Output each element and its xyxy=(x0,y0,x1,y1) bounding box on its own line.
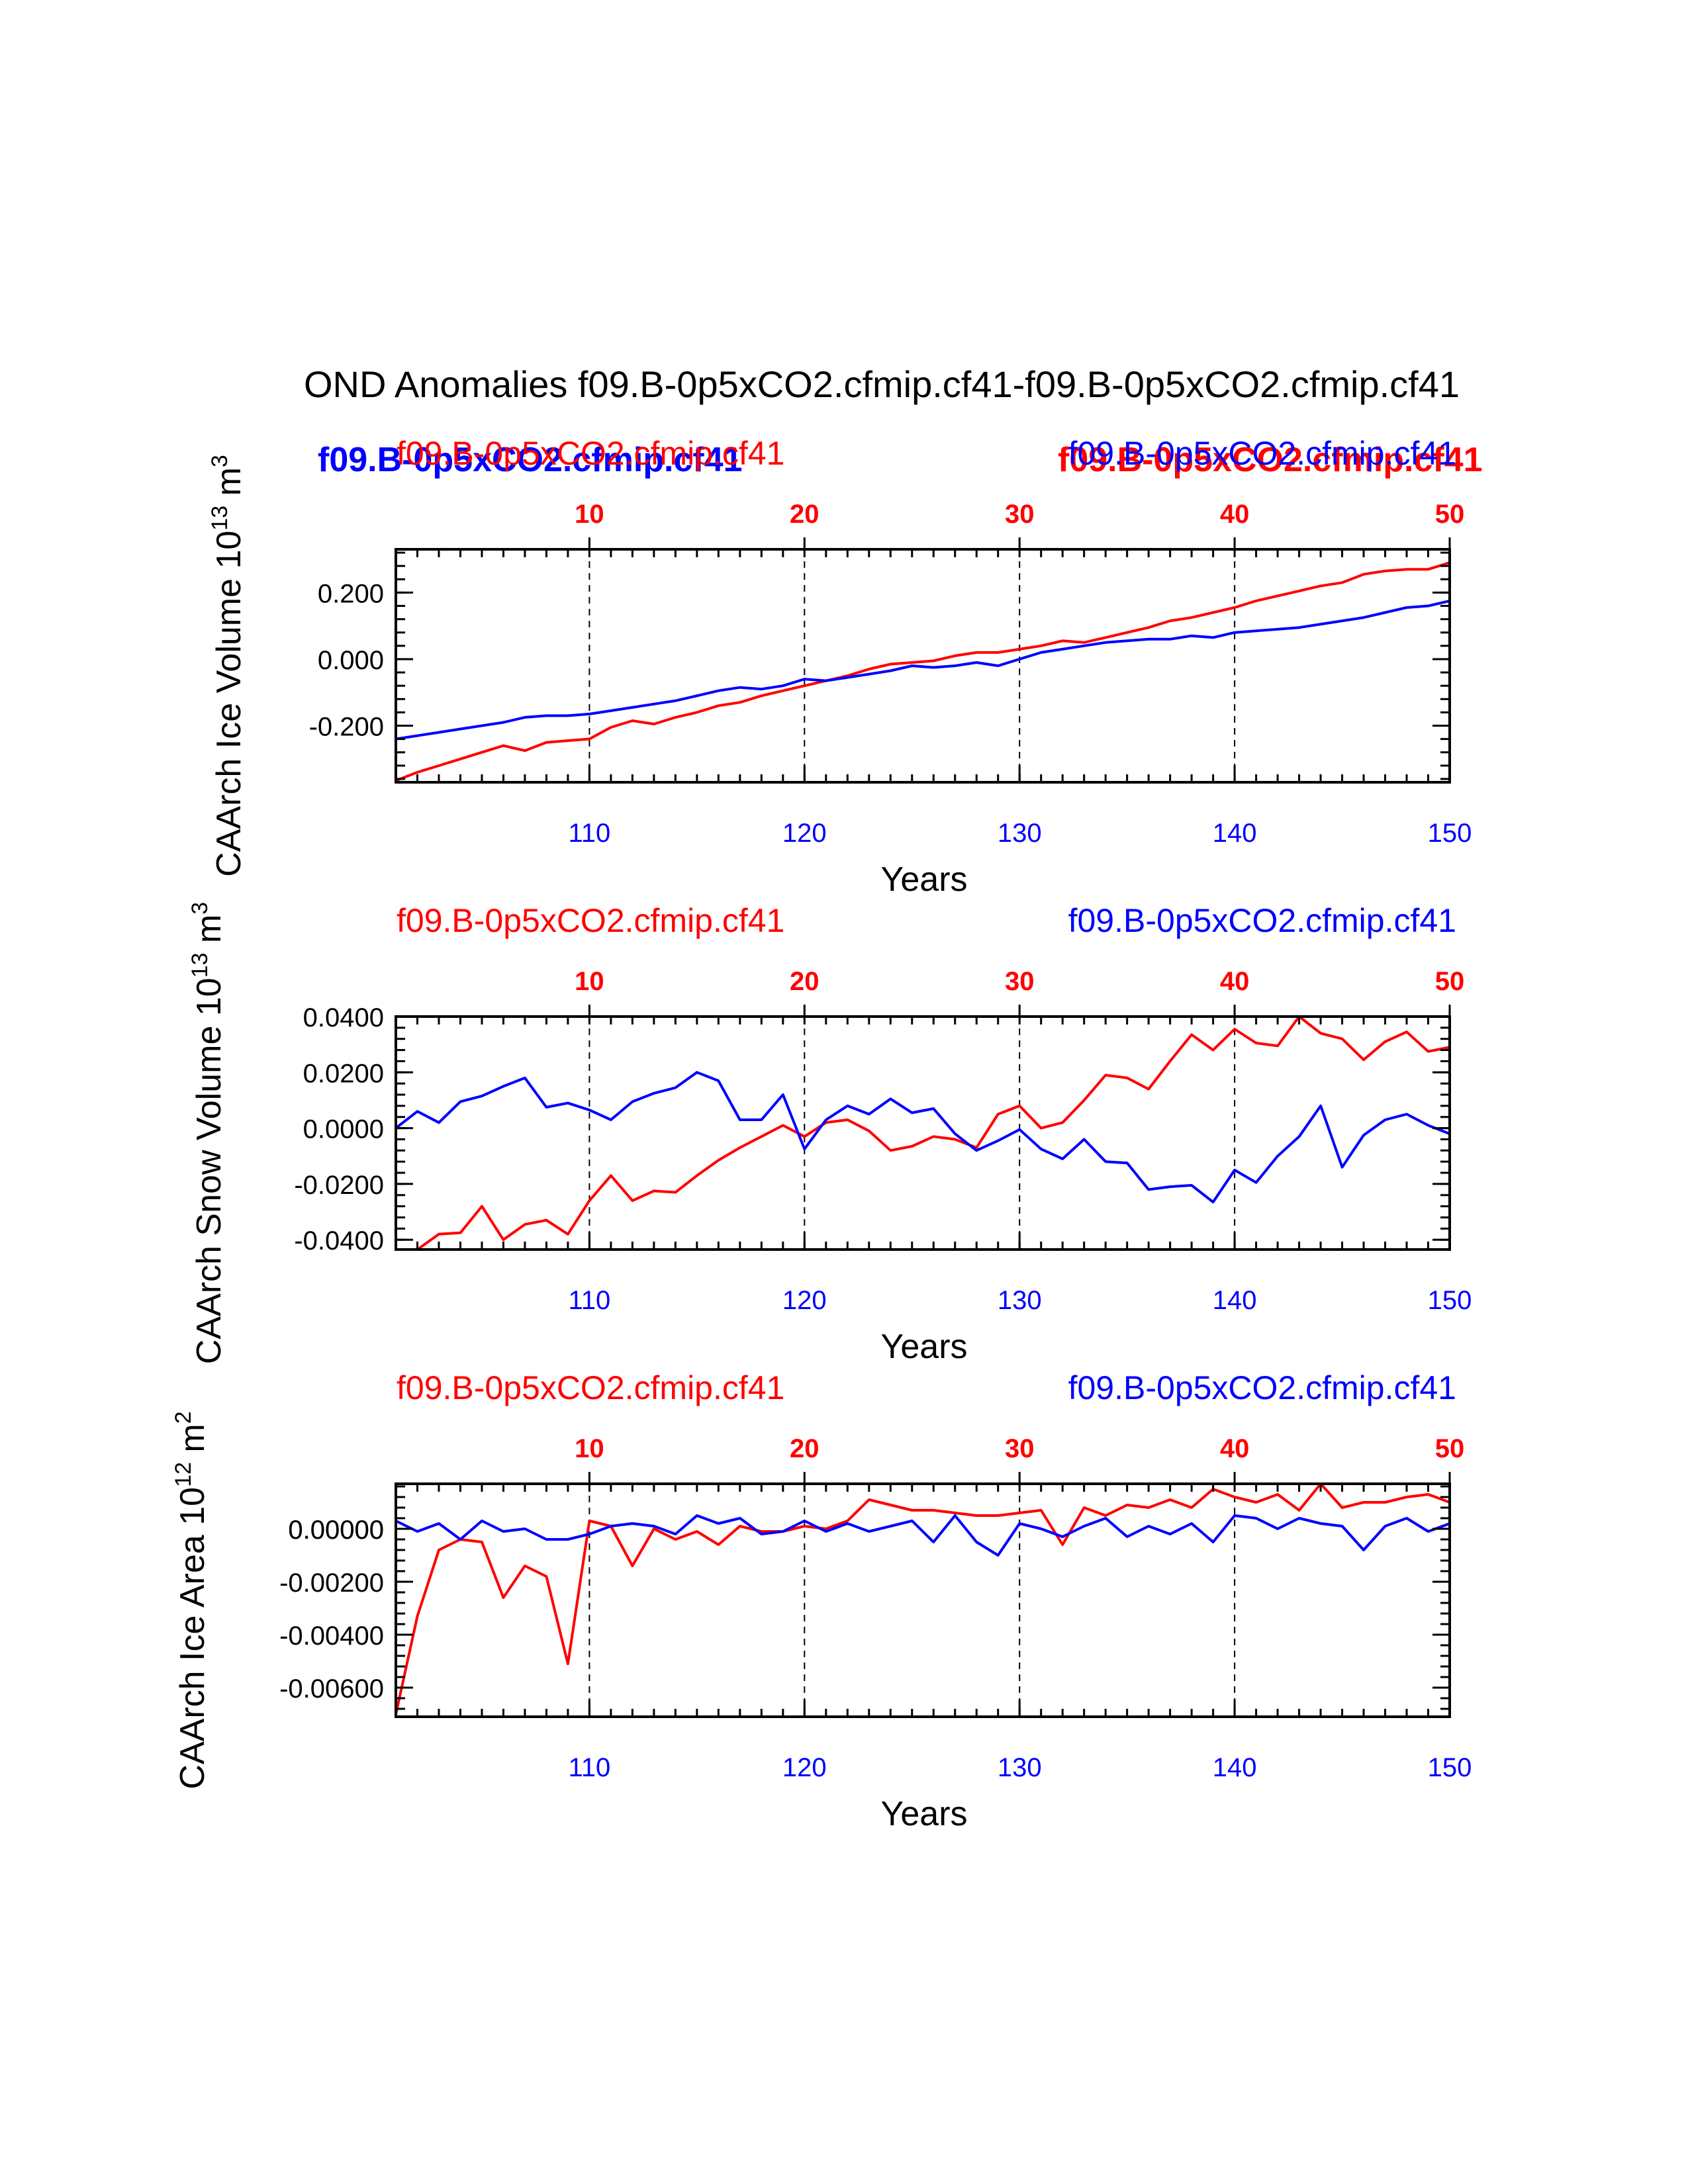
top-tick-label: 20 xyxy=(790,967,820,996)
bottom-tick-label: 130 xyxy=(998,1753,1042,1782)
top-tick-label: 10 xyxy=(575,500,604,529)
bottom-tick-label: 150 xyxy=(1428,1286,1472,1315)
top-tick-label: 50 xyxy=(1435,500,1465,529)
panel-ice-volume: -0.200 0.000 0.200 110 120 130 140 150 10 20 30 40 5… xyxy=(207,435,1472,899)
top-tick-label: 40 xyxy=(1220,1434,1250,1463)
y-axis-title-superscript: 2 xyxy=(171,1411,196,1424)
bottom-tick-label: 120 xyxy=(782,1753,827,1782)
bottom-tick-label: 130 xyxy=(998,1286,1042,1315)
y-axis-title-superscript: 13 xyxy=(207,506,232,531)
top-tick-label: 40 xyxy=(1220,967,1250,996)
bottom-tick-label: 110 xyxy=(569,1753,611,1782)
top-left-dataset-label: f09.B-0p5xCO2.cfmip.cf41 xyxy=(397,902,784,939)
bottom-tick-label: 110 xyxy=(569,819,611,848)
plot-frame xyxy=(395,548,1451,784)
y-tick-label: -0.0400 xyxy=(294,1226,384,1255)
figure-title: OND Anomalies f09.B-0p5xCO2.cfmip.cf41-f… xyxy=(304,363,1460,405)
series-line-red xyxy=(396,1015,1450,1251)
y-axis-title-part: m xyxy=(190,915,228,953)
y-axis-title-superscript: 12 xyxy=(171,1462,196,1487)
series-line-red xyxy=(395,1482,1450,1715)
y-tick-label: 0.0200 xyxy=(303,1059,384,1088)
y-tick-label: 0.200 xyxy=(318,579,384,608)
panel-snow-volume: -0.0400 -0.0200 0.0000 0.0200 0.0400 110 120 13… xyxy=(187,902,1472,1366)
y-axis-title-part: CAArch Snow Volume 10 xyxy=(190,978,228,1364)
y-tick-label: -0.200 xyxy=(309,713,384,742)
bottom-tick-label: 120 xyxy=(782,1286,827,1315)
bottom-tick-label: 120 xyxy=(782,819,827,848)
y-tick-label: 0.00000 xyxy=(288,1516,384,1545)
y-axis-title-superscript: 13 xyxy=(187,953,212,978)
bottom-tick-label: 130 xyxy=(998,819,1042,848)
bottom-tick-label: 110 xyxy=(569,1286,611,1315)
series-line-red xyxy=(395,561,1450,782)
top-tick-label: 10 xyxy=(575,967,604,996)
bottom-tick-label: 140 xyxy=(1213,1753,1257,1782)
y-tick-label: 0.0400 xyxy=(303,1003,384,1032)
top-right-dataset-label: f09.B-0p5xCO2.cfmip.cf41 xyxy=(1068,1369,1456,1406)
y-tick-label: 0.0000 xyxy=(303,1115,384,1144)
top-tick-label: 30 xyxy=(1005,1434,1035,1463)
top-tick-label: 20 xyxy=(790,500,820,529)
series-line-blue xyxy=(395,1514,1450,1557)
y-tick-label: -0.0200 xyxy=(294,1171,384,1200)
y-axis-title: CAArch Ice Area 1012 m2 xyxy=(171,1411,212,1789)
bottom-tick-label: 150 xyxy=(1428,819,1472,848)
x-axis-title: Years xyxy=(880,860,967,899)
legend-red-label: f09.B-0p5xCO2.cfmip.cf41 xyxy=(1058,441,1483,479)
top-right-dataset-label: f09.B-0p5xCO2.cfmip.cf41 xyxy=(1068,902,1456,939)
y-tick-label: 0.000 xyxy=(318,646,384,675)
y-tick-label: 0.00000 xyxy=(288,1516,384,1545)
top-tick-label: 50 xyxy=(1435,967,1465,996)
top-right-dataset-label: f09.B-0p5xCO2.cfmip.cf41 xyxy=(1068,435,1456,472)
legend-blue-label: f09.B-0p5xCO2.cfmip.cf41 xyxy=(318,441,743,479)
top-left-dataset-label: f09.B-0p5xCO2.cfmip.cf41 xyxy=(397,1369,784,1406)
y-tick-label: -0.00400 xyxy=(279,1621,384,1651)
y-tick-label: -0.00200 xyxy=(279,1569,384,1598)
bottom-tick-label: 140 xyxy=(1213,1286,1257,1315)
top-tick-label: 10 xyxy=(575,1434,604,1463)
top-tick-label: 40 xyxy=(1220,500,1250,529)
y-axis-title: CAArch Ice Volume 1013 m3 xyxy=(207,455,248,877)
top-left-dataset-label: f09.B-0p5xCO2.cfmip.cf41 xyxy=(397,435,784,472)
top-tick-label: 30 xyxy=(1005,500,1035,529)
y-axis-title-part: m xyxy=(210,467,248,506)
y-axis-title: CAArch Snow Volume 1013 m3 xyxy=(187,902,228,1364)
bottom-tick-label: 140 xyxy=(1213,819,1257,848)
y-axis-title-part: m xyxy=(173,1424,212,1462)
panel-ice-area: -0.00600-0.00400-0.002000.000000.0000011… xyxy=(171,1369,1472,1833)
y-axis-title-superscript: 3 xyxy=(187,902,212,915)
bottom-tick-label: 150 xyxy=(1428,1753,1472,1782)
y-tick-label: -0.00600 xyxy=(279,1674,384,1704)
top-tick-label: 30 xyxy=(1005,967,1035,996)
top-tick-label: 50 xyxy=(1435,1434,1465,1463)
top-tick-label: 20 xyxy=(790,1434,820,1463)
series-line-blue xyxy=(395,599,1450,741)
plot-frame xyxy=(395,1015,1451,1251)
plot-frame xyxy=(395,1482,1451,1718)
x-axis-title: Years xyxy=(880,1795,967,1833)
series-line-blue xyxy=(395,1071,1450,1204)
y-axis-title-part: CAArch Ice Volume 10 xyxy=(210,531,248,877)
x-axis-title: Years xyxy=(880,1328,967,1366)
y-axis-title-superscript: 3 xyxy=(207,455,232,467)
y-axis-title-part: CAArch Ice Area 10 xyxy=(173,1487,212,1790)
